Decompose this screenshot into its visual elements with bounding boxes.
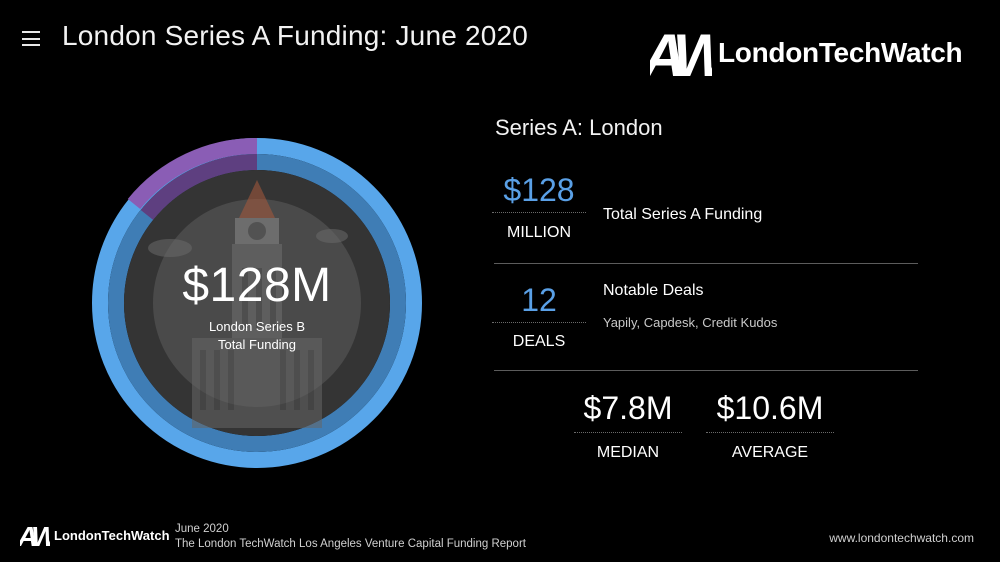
deals-unit: DEALS (512, 333, 566, 350)
footer-brand[interactable]: AW LondonTechWatch (20, 520, 170, 550)
page-title: London Series A Funding: June 2020 (62, 20, 529, 51)
svg-text:AW: AW (650, 22, 712, 84)
donut-label-line2: Total Funding (217, 337, 297, 352)
average-value: $10.6M (716, 390, 824, 426)
footer-report-title: The London TechWatch Los Angeles Venture… (175, 538, 526, 550)
funding-unit: MILLION (506, 224, 571, 241)
deals-value: 12 (521, 282, 557, 318)
aw-logo-icon: AW (20, 521, 50, 550)
funding-donut (92, 138, 422, 468)
funding-value: $128 (503, 172, 575, 208)
brand-name: LondonTechWatch (718, 37, 963, 68)
deals-companies: Yapily, Capdesk, Credit Kudos (603, 315, 778, 330)
hamburger-menu-icon[interactable] (22, 31, 40, 46)
donut-total-value: $128M (182, 259, 332, 312)
section-title: Series A: London (495, 115, 663, 140)
deals-label: Notable Deals (603, 282, 704, 299)
divider (494, 263, 918, 264)
median-unit: MEDIAN (596, 444, 660, 461)
donut-label-line1: London Series B (208, 319, 306, 334)
aw-logo-icon: AW (650, 22, 712, 84)
divider (494, 370, 918, 371)
median-rule (574, 432, 682, 433)
average-unit: AVERAGE (731, 444, 809, 461)
footer-report-info: June 2020 The London TechWatch Los Angel… (175, 522, 526, 552)
funding-rule (492, 212, 586, 213)
brand-logo[interactable]: AW LondonTechWatch (650, 22, 963, 84)
footer-date: June 2020 (175, 523, 229, 535)
funding-label: Total Series A Funding (603, 206, 763, 223)
deals-rule (492, 322, 586, 323)
donut-purple-segment (127, 138, 258, 210)
median-value: $7.8M (583, 390, 673, 426)
footer-url[interactable]: www.londontechwatch.com (829, 531, 974, 545)
average-rule (706, 432, 834, 433)
footer-brand-name: LondonTechWatch (54, 527, 170, 543)
donut-label: London Series B Total Funding (92, 318, 422, 354)
big-ben-illustration (148, 180, 348, 428)
svg-text:AW: AW (20, 521, 50, 550)
